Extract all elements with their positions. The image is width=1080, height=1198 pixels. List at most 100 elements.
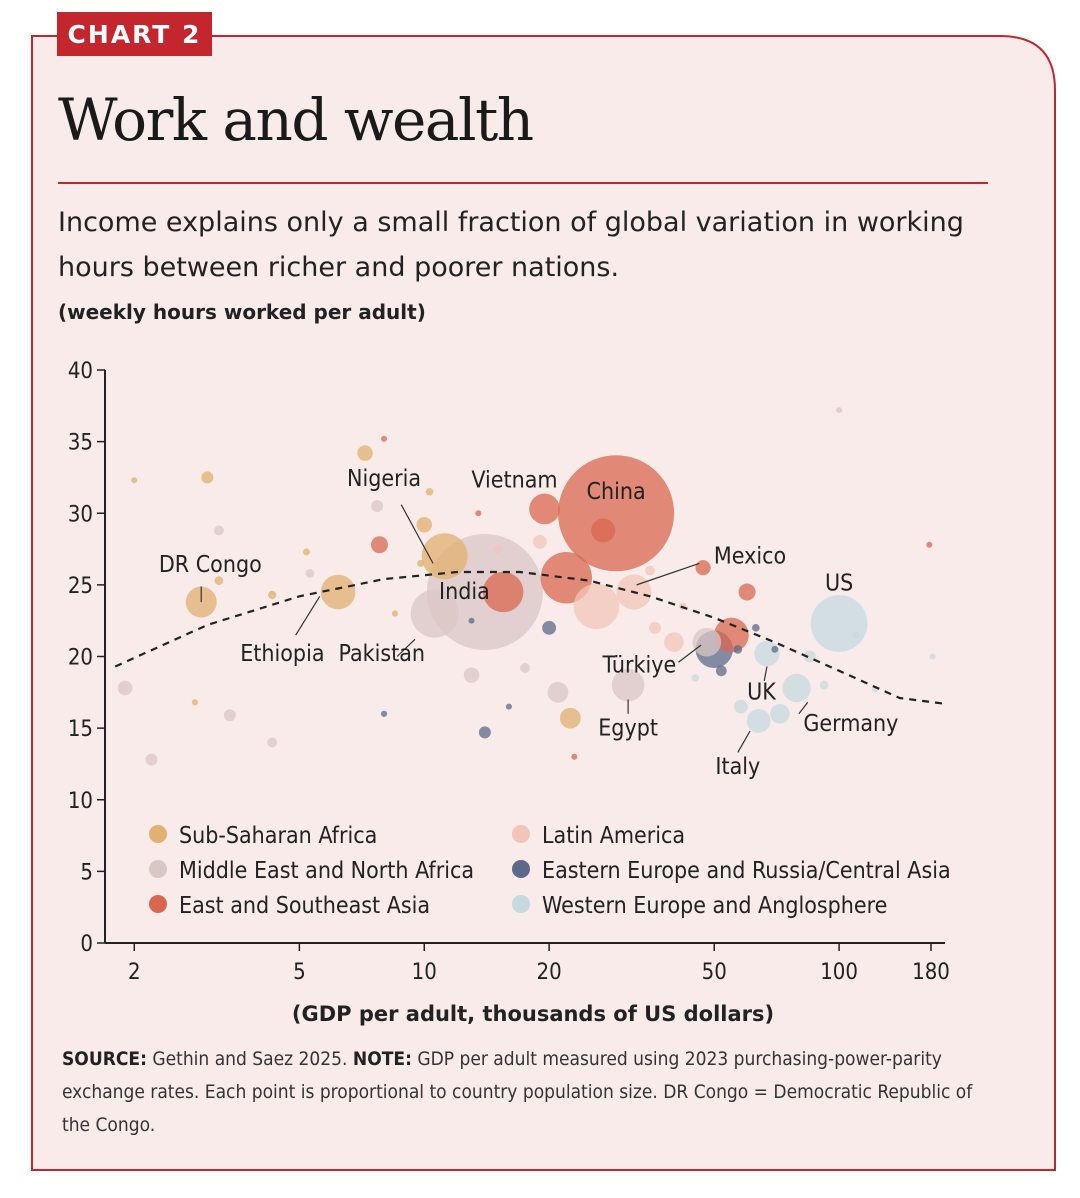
data-point bbox=[520, 663, 530, 673]
y-tick-label: 15 bbox=[68, 717, 93, 742]
data-point bbox=[191, 699, 199, 706]
annotation-label: UK bbox=[747, 679, 776, 705]
legend-label: Latin America bbox=[542, 823, 685, 849]
x-tick-label: 50 bbox=[702, 960, 727, 985]
y-tick-label: 35 bbox=[68, 431, 93, 456]
x-tick-label: 2 bbox=[128, 960, 141, 985]
legend-label: Sub-Saharan Africa bbox=[179, 823, 377, 849]
annotation-label: India bbox=[439, 579, 490, 605]
data-point bbox=[380, 710, 388, 717]
data-point bbox=[370, 536, 388, 554]
data-point bbox=[529, 493, 560, 525]
legend-swatch bbox=[149, 860, 167, 878]
y-tick-label: 30 bbox=[68, 502, 93, 527]
data-point bbox=[714, 617, 749, 653]
y-tick-label: 0 bbox=[80, 932, 93, 957]
data-point bbox=[214, 525, 224, 536]
data-point bbox=[268, 590, 277, 600]
legend-swatch bbox=[512, 860, 530, 878]
data-point bbox=[664, 632, 684, 652]
annotation-label: Türkiye bbox=[601, 652, 676, 678]
data-point bbox=[381, 435, 388, 442]
data-point bbox=[559, 707, 581, 729]
data-point bbox=[267, 737, 278, 748]
annotation-leader bbox=[295, 596, 321, 636]
annotation-label: Egypt bbox=[598, 715, 658, 741]
x-tick-label: 20 bbox=[537, 960, 562, 985]
x-tick-label: 180 bbox=[912, 960, 950, 985]
data-point bbox=[416, 516, 432, 533]
data-point bbox=[771, 645, 779, 653]
data-point bbox=[573, 583, 620, 630]
note-label: NOTE: bbox=[352, 1048, 412, 1070]
data-point bbox=[131, 477, 138, 484]
data-point bbox=[417, 559, 425, 567]
footnote: SOURCE: Gethin and Saez 2025. NOTE: GDP … bbox=[62, 1043, 1002, 1142]
legend-label: Eastern Europe and Russia/Central Asia bbox=[542, 858, 951, 884]
data-point bbox=[542, 620, 557, 635]
legend-label: Western Europe and Anglosphere bbox=[542, 893, 887, 919]
data-point bbox=[819, 680, 829, 690]
x-axis-title: (GDP per adult, thousands of US dollars) bbox=[292, 1002, 774, 1026]
y-tick-label: 5 bbox=[80, 860, 93, 885]
annotation-label: Mexico bbox=[714, 543, 786, 569]
data-point bbox=[468, 617, 475, 624]
legend-label: East and Southeast Asia bbox=[179, 893, 430, 919]
source-text: Gethin and Saez 2025. bbox=[146, 1048, 353, 1070]
annotation-leader bbox=[798, 701, 809, 715]
y-tick-label: 20 bbox=[68, 646, 93, 671]
annotation-leader bbox=[763, 666, 768, 681]
data-point bbox=[391, 610, 399, 617]
data-point bbox=[782, 673, 811, 703]
annotation-label: China bbox=[587, 479, 646, 505]
x-tick-label: 100 bbox=[820, 960, 858, 985]
data-point bbox=[645, 565, 655, 576]
data-point bbox=[478, 726, 491, 739]
y-tick-label: 10 bbox=[68, 789, 93, 814]
data-point bbox=[532, 534, 547, 549]
data-point bbox=[482, 571, 524, 613]
data-point bbox=[371, 500, 384, 513]
data-point bbox=[611, 668, 645, 702]
chart-number-tag: CHART 2 bbox=[57, 12, 212, 56]
data-point bbox=[695, 560, 711, 576]
legend-label: Middle East and North Africa bbox=[179, 858, 474, 884]
data-point bbox=[505, 703, 512, 710]
y-tick-label: 40 bbox=[68, 359, 93, 384]
data-point bbox=[145, 753, 158, 766]
data-point bbox=[803, 650, 816, 663]
data-point bbox=[540, 552, 593, 604]
data-point bbox=[463, 667, 480, 683]
annotation-leader bbox=[737, 730, 751, 753]
data-point bbox=[410, 589, 459, 638]
trend-line bbox=[114, 570, 946, 705]
annotation-label: Ethiopia bbox=[240, 641, 324, 667]
data-point bbox=[692, 627, 722, 657]
data-point bbox=[754, 640, 780, 667]
data-point bbox=[836, 407, 843, 414]
data-point bbox=[425, 487, 434, 496]
data-point bbox=[117, 680, 133, 696]
chart-subtitle: Income explains only a small fraction of… bbox=[58, 207, 964, 283]
data-point bbox=[302, 548, 310, 556]
annotation-label: Vietnam bbox=[471, 467, 557, 493]
data-point bbox=[571, 753, 578, 760]
data-point bbox=[752, 624, 760, 632]
data-point bbox=[357, 445, 373, 461]
annotation-label: Pakistan bbox=[339, 641, 426, 667]
x-tick-label: 10 bbox=[412, 960, 437, 985]
legend-swatch bbox=[149, 895, 167, 913]
chart-title: Work and wealth bbox=[58, 86, 534, 154]
title-rule bbox=[58, 182, 988, 184]
data-point bbox=[852, 631, 860, 639]
data-point bbox=[734, 699, 748, 714]
y-tick-label: 25 bbox=[68, 574, 93, 599]
data-point bbox=[929, 653, 936, 660]
data-point bbox=[926, 541, 933, 548]
data-point bbox=[223, 709, 236, 722]
data-point bbox=[320, 574, 356, 610]
legend-swatch bbox=[149, 825, 167, 843]
annotation-label: Nigeria bbox=[347, 466, 421, 492]
source-label: SOURCE: bbox=[62, 1048, 147, 1070]
data-point bbox=[305, 569, 315, 578]
